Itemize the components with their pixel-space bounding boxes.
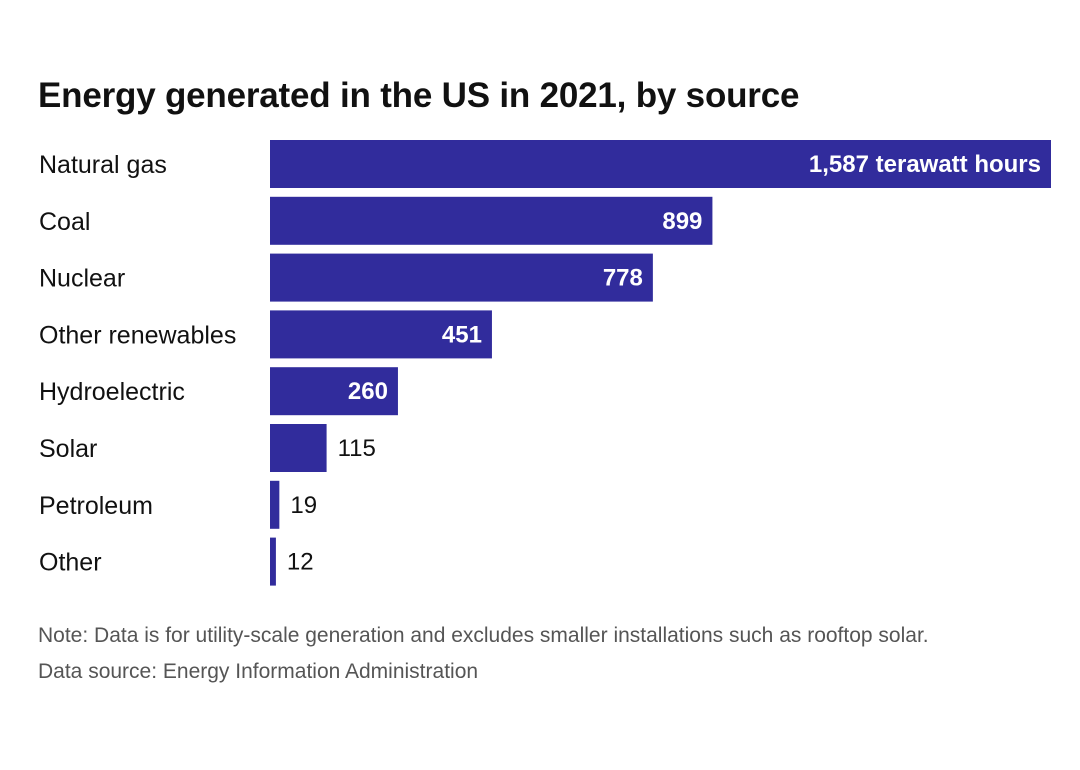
bar [270, 310, 492, 359]
value-label: 1,587 terawatt hours [809, 151, 1041, 178]
bar [270, 140, 1051, 188]
bar [270, 253, 653, 302]
bar [270, 537, 276, 586]
category-label: Solar [39, 435, 97, 463]
chart-title: Energy generated in the US in 2021, by s… [38, 76, 800, 115]
bar [270, 367, 398, 416]
bar [270, 480, 280, 529]
category-label: Natural gas [39, 151, 167, 179]
bar [270, 196, 713, 245]
category-label: Other [39, 549, 102, 577]
category-label: Nuclear [39, 265, 125, 293]
category-label: Other renewables [39, 321, 236, 349]
value-label: 115 [338, 435, 376, 462]
value-label: 260 [348, 378, 388, 405]
value-label: 451 [442, 321, 482, 348]
bar-chart: Natural gas 1,587 terawatt hours Coal 899 Nu… [39, 140, 1051, 586]
bar [270, 424, 327, 472]
category-label: Hydroelectric [39, 378, 185, 406]
category-label: Coal [39, 208, 90, 236]
value-label: 778 [603, 265, 643, 292]
chart-source: Data source: Energy Information Administ… [38, 660, 479, 683]
category-label: Petroleum [39, 492, 153, 520]
value-label: 12 [287, 549, 314, 576]
chart-note: Note: Data is for utility-scale generati… [38, 624, 929, 647]
value-label: 19 [290, 492, 317, 519]
value-label: 899 [662, 208, 702, 235]
